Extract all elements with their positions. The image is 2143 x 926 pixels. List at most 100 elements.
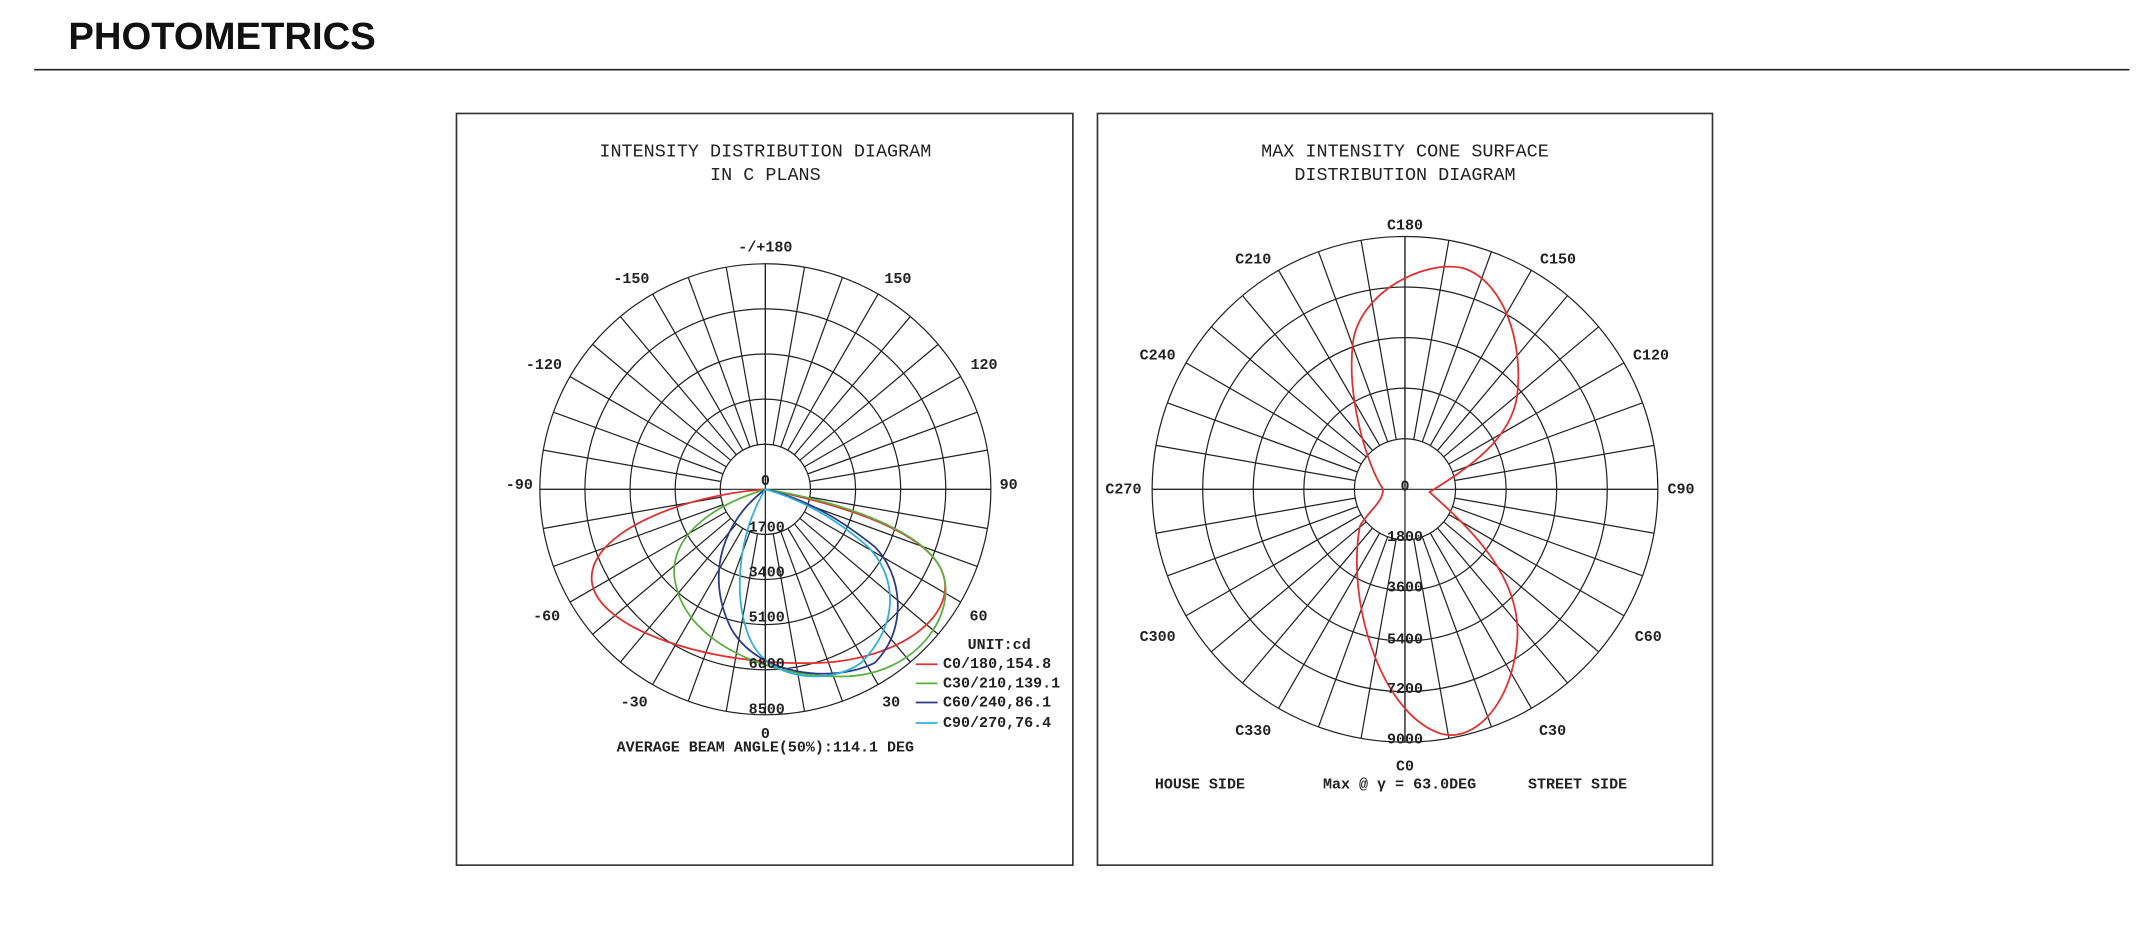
radial-label: 1800: [1387, 528, 1423, 546]
radial-label: 3600: [1387, 579, 1423, 597]
max-angle: Max @ γ = 63.0DEG: [1323, 775, 1476, 793]
spoke: [1437, 295, 1568, 451]
legend: [915, 663, 938, 724]
polar-grid: [1151, 235, 1659, 743]
angle-label: -/+180: [738, 238, 792, 256]
spoke: [793, 316, 911, 456]
spoke: [1241, 295, 1373, 451]
spoke: [1210, 326, 1367, 458]
angle-label: -150: [613, 270, 649, 288]
house-side: HOUSE SIDE: [1155, 775, 1245, 793]
spoke: [787, 293, 879, 451]
spoke: [1185, 514, 1362, 617]
angle-label: C180: [1387, 217, 1423, 235]
spoke: [1155, 497, 1356, 534]
angle-label: 30: [882, 693, 900, 711]
diagram-title: IN C PLANS: [710, 165, 821, 186]
spoke: [592, 343, 732, 461]
spoke: [1317, 536, 1389, 728]
spoke: [1454, 497, 1655, 534]
radial-label: 0: [761, 472, 770, 490]
spoke: [799, 517, 939, 635]
radial-label: 5400: [1387, 631, 1423, 649]
angle-label: 90: [1000, 476, 1018, 494]
spoke: [1413, 240, 1450, 440]
spoke: [619, 316, 737, 456]
curves: [590, 265, 1520, 736]
spoke: [807, 504, 978, 568]
spoke: [553, 504, 724, 568]
spoke: [687, 531, 751, 702]
spoke: [807, 411, 978, 475]
street-side: STREET SIDE: [1528, 775, 1627, 793]
spoke: [799, 343, 939, 461]
spoke: [1448, 514, 1625, 617]
angle-label: C120: [1633, 346, 1669, 364]
angle-label: C60: [1635, 628, 1662, 646]
radial-label: 9000: [1387, 730, 1423, 748]
spoke: [772, 533, 806, 712]
angle-label: C90: [1668, 480, 1695, 498]
spoke: [809, 449, 988, 483]
angle-label: -120: [526, 356, 562, 374]
spoke: [725, 533, 759, 712]
spoke: [725, 267, 759, 445]
spoke: [1452, 506, 1643, 577]
legend-label: C0/180,154.8: [943, 655, 1051, 673]
radial-label: 1700: [749, 519, 785, 537]
legend-label: C30/210,139.1: [943, 674, 1060, 692]
spoke: [652, 293, 744, 451]
spoke: [1413, 539, 1450, 739]
angle-label: 150: [884, 270, 911, 288]
angle-label: C270: [1105, 480, 1141, 498]
radial-label: 7200: [1387, 680, 1423, 698]
spoke: [1167, 402, 1358, 473]
diagram-title: MAX INTENSITY CONE SURFACE: [1261, 142, 1549, 163]
diagram-title: DISTRIBUTION DIAGRAM: [1294, 165, 1515, 186]
spoke: [809, 496, 988, 530]
spoke: [1155, 444, 1356, 482]
angle-label: -90: [506, 476, 533, 494]
beam-angle: AVERAGE BEAM ANGLE(50%):114.1 DEG: [617, 739, 914, 757]
angle-label: C240: [1140, 346, 1176, 364]
spoke: [1167, 506, 1358, 577]
spoke: [1443, 521, 1600, 653]
spoke: [569, 511, 727, 603]
spoke: [1360, 240, 1397, 440]
spoke: [1437, 527, 1568, 684]
spoke: [1429, 270, 1532, 446]
angle-label: C150: [1540, 251, 1576, 269]
spoke: [687, 277, 751, 448]
diagram-title: INTENSITY DISTRIBUTION DIAGRAM: [599, 142, 931, 163]
spoke: [543, 449, 722, 483]
polar-grid: [539, 263, 992, 716]
spoke: [569, 376, 727, 468]
angle-label: 60: [970, 607, 988, 625]
spoke: [1185, 362, 1362, 465]
legend-label: C90/270,76.4: [943, 714, 1051, 732]
spoke: [1421, 536, 1493, 728]
curve-max: [1350, 265, 1520, 736]
angle-label: C210: [1235, 251, 1271, 269]
spoke: [1443, 326, 1600, 458]
spoke: [1421, 251, 1493, 443]
spoke: [1210, 521, 1367, 653]
spoke: [1452, 402, 1643, 473]
spoke: [553, 411, 724, 475]
angle-label: C0: [1396, 758, 1414, 776]
radial-label: 0: [1400, 478, 1409, 496]
radial-label: 6800: [749, 655, 785, 673]
curve-c30: [673, 488, 947, 678]
spoke: [772, 267, 806, 445]
angle-label: 120: [971, 356, 998, 374]
spoke: [787, 528, 879, 685]
spoke: [1360, 539, 1397, 739]
spoke: [1278, 270, 1381, 446]
spoke: [1241, 527, 1373, 684]
angle-label: C300: [1140, 628, 1176, 646]
radial-label: 5100: [749, 609, 785, 627]
angle-label: -60: [533, 607, 560, 625]
spoke: [1429, 532, 1532, 709]
